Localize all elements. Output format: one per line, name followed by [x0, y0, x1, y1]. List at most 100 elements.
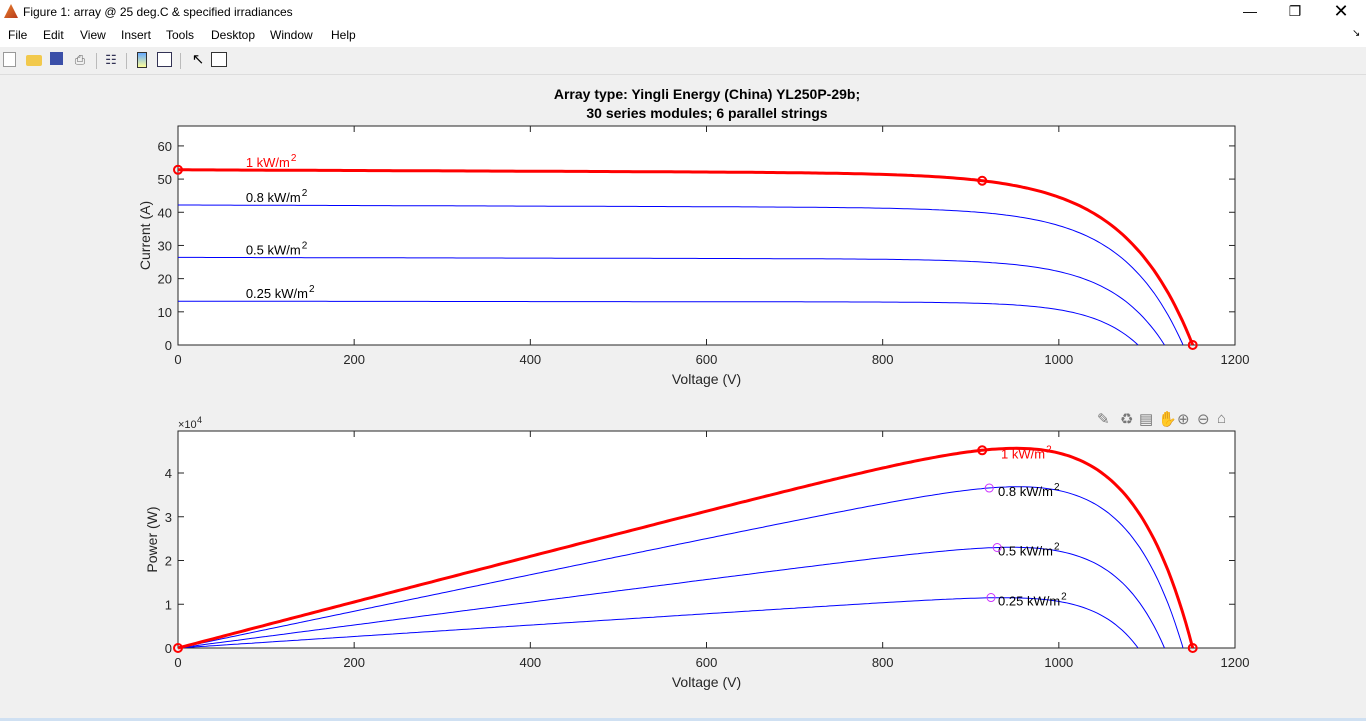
mpp-marker [986, 593, 996, 603]
x-axis-label: Voltage (V) [672, 371, 741, 387]
x-tick-label: 1000 [1044, 655, 1073, 670]
curve-label: 1 kW/m [1001, 446, 1045, 461]
mpp-marker [992, 543, 1002, 553]
y-axis-label: Current (A) [137, 201, 153, 270]
curve-08kWm2 [177, 486, 1184, 649]
menu-file[interactable]: File [8, 28, 28, 42]
curve-05kWm2 [177, 546, 1165, 649]
y-tick-label: 50 [158, 172, 172, 187]
key-point-marker [173, 164, 183, 175]
figure-title-line-2: 30 series modules; 6 parallel strings [586, 105, 827, 121]
x-tick-label: 400 [519, 655, 541, 670]
curve-label: 0.8 kW/m [998, 484, 1053, 499]
y-tick-label: 3 [165, 510, 172, 525]
x-tick-label: 0 [174, 352, 181, 367]
menu-desktop[interactable]: Desktop [211, 28, 256, 42]
x-tick-label: 0 [174, 655, 181, 670]
y-axis-label: Power (W) [144, 506, 160, 572]
curve-label-superscript: 2 [1061, 592, 1067, 603]
menu-tools[interactable]: Tools [166, 28, 195, 42]
x-tick-label: 1000 [1044, 352, 1073, 367]
x-tick-label: 200 [343, 352, 365, 367]
window-title: Figure 1: array @ 25 deg.C & specified i… [23, 5, 293, 19]
menu-insert[interactable]: Insert [121, 28, 152, 42]
brush-icon[interactable]: ✎ [1097, 411, 1110, 428]
power-voltage-axes[interactable]: 0 200 400 600 800 1000 1200 0 1 2 3 4 Voltage (V) Pow… [144, 415, 1249, 690]
x-tick-label: 800 [872, 352, 894, 367]
key-point-marker [1187, 643, 1198, 653]
colorbar-icon[interactable] [137, 52, 147, 68]
separator [126, 53, 127, 69]
curve-025kWm2 [178, 300, 1139, 346]
x-tick-label: 600 [696, 352, 718, 367]
y-tick-label: 0 [165, 641, 172, 656]
pan-hand-icon[interactable]: ✋ [1158, 411, 1177, 428]
print-icon[interactable]: ⎙ [74, 52, 86, 67]
y-tick-label: 4 [165, 466, 172, 481]
link-plot-icon[interactable]: ☷ [105, 52, 117, 67]
x-tick-label: 1200 [1221, 352, 1250, 367]
y-tick-label: 2 [165, 554, 172, 569]
separator [180, 53, 181, 69]
menu-view[interactable]: View [80, 28, 106, 42]
zoom-in-icon[interactable]: ⊕ [1177, 411, 1190, 428]
x-tick-label: 200 [343, 655, 365, 670]
curve-label: 0.25 kW/m [998, 594, 1060, 609]
legend-icon[interactable] [157, 52, 172, 67]
menu-bar: File Edit View Insert Tools Desktop Wind… [0, 24, 1366, 47]
key-point-marker [977, 445, 988, 456]
curve-label-superscript: 2 [291, 153, 297, 164]
plot-area [177, 125, 1236, 346]
curve-label: 1 kW/m [246, 155, 290, 170]
property-inspector-icon[interactable] [211, 52, 227, 67]
x-tick-label: 800 [872, 655, 894, 670]
y-tick-label: 40 [158, 205, 172, 220]
key-point-marker [977, 175, 988, 186]
open-folder-icon[interactable] [26, 55, 42, 66]
curve-label-superscript: 2 [1054, 482, 1060, 493]
home-restore-icon[interactable]: ⌂ [1217, 410, 1227, 427]
curve-label: 0.5 kW/m [246, 242, 301, 257]
current-voltage-axes[interactable]: 0 200 400 600 800 1000 1200 0 10 20 30 40 50 60 Voltag… [137, 125, 1250, 387]
curve-1kWm2 [178, 168, 1195, 346]
y-tick-label: 1 [165, 597, 172, 612]
y-tick-label: 20 [158, 272, 172, 287]
x-tick-label: 1200 [1221, 655, 1250, 670]
x-axis-label: Voltage (V) [672, 674, 741, 690]
figure-title-line-1: Array type: Yingli Energy (China) YL250P… [554, 86, 860, 102]
curve-025kWm2 [177, 597, 1139, 649]
close-button[interactable]: ✕ [1333, 1, 1349, 21]
new-figure-icon[interactable] [3, 52, 16, 67]
curve-label-superscript: 2 [302, 240, 308, 251]
separator [96, 53, 97, 69]
toolbar: ⎙ ☷ ↖ [0, 48, 1366, 75]
save-icon[interactable] [50, 52, 63, 65]
key-point-marker [173, 643, 183, 653]
x-tick-label: 400 [519, 352, 541, 367]
data-tips-icon[interactable]: ♻ [1120, 411, 1134, 428]
minimize-button[interactable]: — [1243, 3, 1257, 19]
curve-1kWm2 [177, 446, 1195, 650]
curve-label: 0.8 kW/m [246, 190, 301, 205]
curve-label-superscript: 2 [1054, 542, 1060, 553]
curve-label-superscript: 2 [1046, 444, 1052, 455]
menu-edit[interactable]: Edit [43, 28, 64, 42]
y-exponent-power: 4 [197, 415, 202, 425]
y-tick-label: 0 [165, 338, 172, 353]
x-tick-label: 600 [696, 655, 718, 670]
curve-08kWm2 [178, 204, 1184, 346]
legend-toggle-icon[interactable]: ▤ [1139, 411, 1154, 428]
plot-area [177, 430, 1236, 649]
menu-window[interactable]: Window [270, 28, 313, 42]
edit-plot-pointer-icon[interactable]: ↖ [191, 51, 205, 68]
maximize-button[interactable]: ❐ [1288, 3, 1302, 19]
curve-label-superscript: 2 [302, 188, 308, 199]
zoom-out-icon[interactable]: ⊖ [1197, 411, 1210, 428]
y-tick-label: 10 [158, 305, 172, 320]
menu-help[interactable]: Help [331, 28, 356, 42]
y-exponent-label: ×10 [178, 419, 197, 431]
y-tick-label: 30 [158, 238, 172, 253]
curve-label-superscript: 2 [309, 284, 315, 295]
dock-arrow-icon[interactable]: ↘ [1352, 28, 1361, 39]
